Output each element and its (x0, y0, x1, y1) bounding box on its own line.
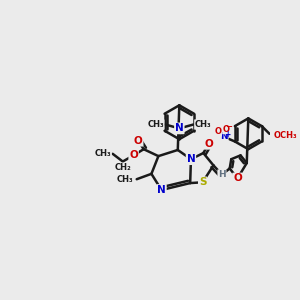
Text: N: N (220, 132, 228, 141)
Text: O: O (223, 125, 230, 134)
Text: OCH₃: OCH₃ (274, 131, 298, 140)
Text: CH₃: CH₃ (195, 120, 212, 129)
Text: −: − (225, 122, 232, 130)
Text: S: S (199, 177, 206, 187)
Text: N: N (157, 185, 166, 195)
Text: N: N (187, 154, 195, 164)
Text: O: O (214, 127, 221, 136)
Text: O: O (233, 173, 242, 184)
Text: O: O (129, 150, 138, 160)
Text: CH₃: CH₃ (117, 175, 134, 184)
Text: H: H (218, 170, 226, 179)
Text: CH₃: CH₃ (147, 120, 164, 129)
Text: O: O (204, 139, 213, 149)
Text: N: N (175, 123, 184, 134)
Text: +: + (224, 130, 230, 139)
Text: CH₃: CH₃ (94, 148, 111, 158)
Text: O: O (134, 136, 142, 146)
Text: CH₂: CH₂ (114, 163, 131, 172)
